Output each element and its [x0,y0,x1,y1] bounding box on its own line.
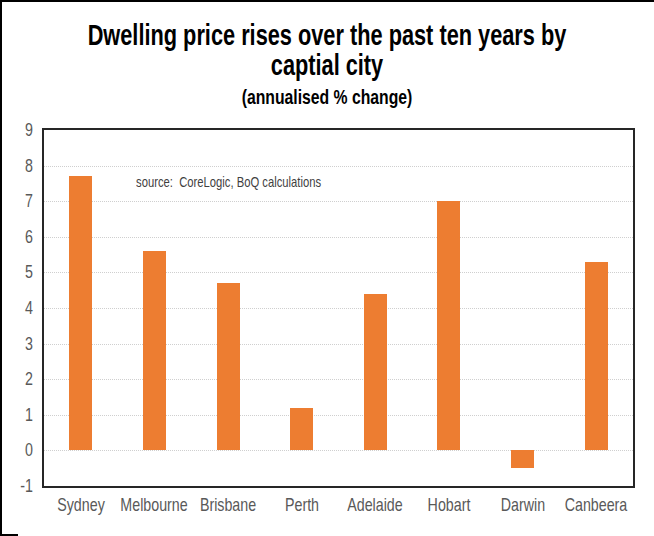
bar-melbourne [143,251,166,450]
y-tick-label-4: 4 [8,299,33,317]
gridline-y-2 [44,379,633,380]
title-block: Dwelling price rises over the past ten y… [0,20,654,110]
gridline-y-7 [44,201,633,202]
x-label-canbeera: Canbeera [555,494,638,516]
gridline-y-3 [44,344,633,345]
chart-title-line-2: captial city [82,50,573,80]
chart-subtitle: (annualised % change) [82,84,573,110]
x-label-hobart: Hobart [408,494,491,516]
plot-area: source: CoreLogic, BoQ calculations [42,128,635,488]
x-label-sydney: Sydney [40,494,123,516]
bar-canbeera [585,262,608,451]
x-label-adelaide: Adelaide [334,494,417,516]
gridline-y-8 [44,166,633,167]
x-label-brisbane: Brisbane [187,494,270,516]
chart-window: Dwelling price rises over the past ten y… [0,0,654,536]
y-tick-label-2: 2 [8,370,33,388]
source-note: source: CoreLogic, BoQ calculations [136,174,321,190]
gridline-y-0 [44,450,633,451]
gridline-y-6 [44,237,633,238]
bar-hobart [437,201,460,450]
bar-darwin [511,450,534,468]
y-tick-label-1: 1 [8,406,33,424]
bar-brisbane [217,283,240,450]
y-tick-label-7: 7 [8,192,33,210]
y-tick-label-8: 8 [8,157,33,175]
y-tick-label--1: -1 [8,477,33,495]
chart-title-line-1: Dwelling price rises over the past ten y… [82,20,573,50]
bar-sydney [69,176,92,450]
y-tick-label-9: 9 [8,121,33,139]
x-label-darwin: Darwin [481,494,564,516]
bar-perth [290,408,313,451]
gridline-y-4 [44,308,633,309]
bar-adelaide [364,294,387,451]
y-tick-label-6: 6 [8,228,33,246]
window-border-top [0,0,654,2]
x-label-melbourne: Melbourne [113,494,196,516]
gridline-y-1 [44,415,633,416]
x-label-perth: Perth [260,494,343,516]
y-tick-label-0: 0 [8,441,33,459]
y-tick-label-5: 5 [8,263,33,281]
gridline-y-5 [44,272,633,273]
y-tick-label-3: 3 [8,335,33,353]
